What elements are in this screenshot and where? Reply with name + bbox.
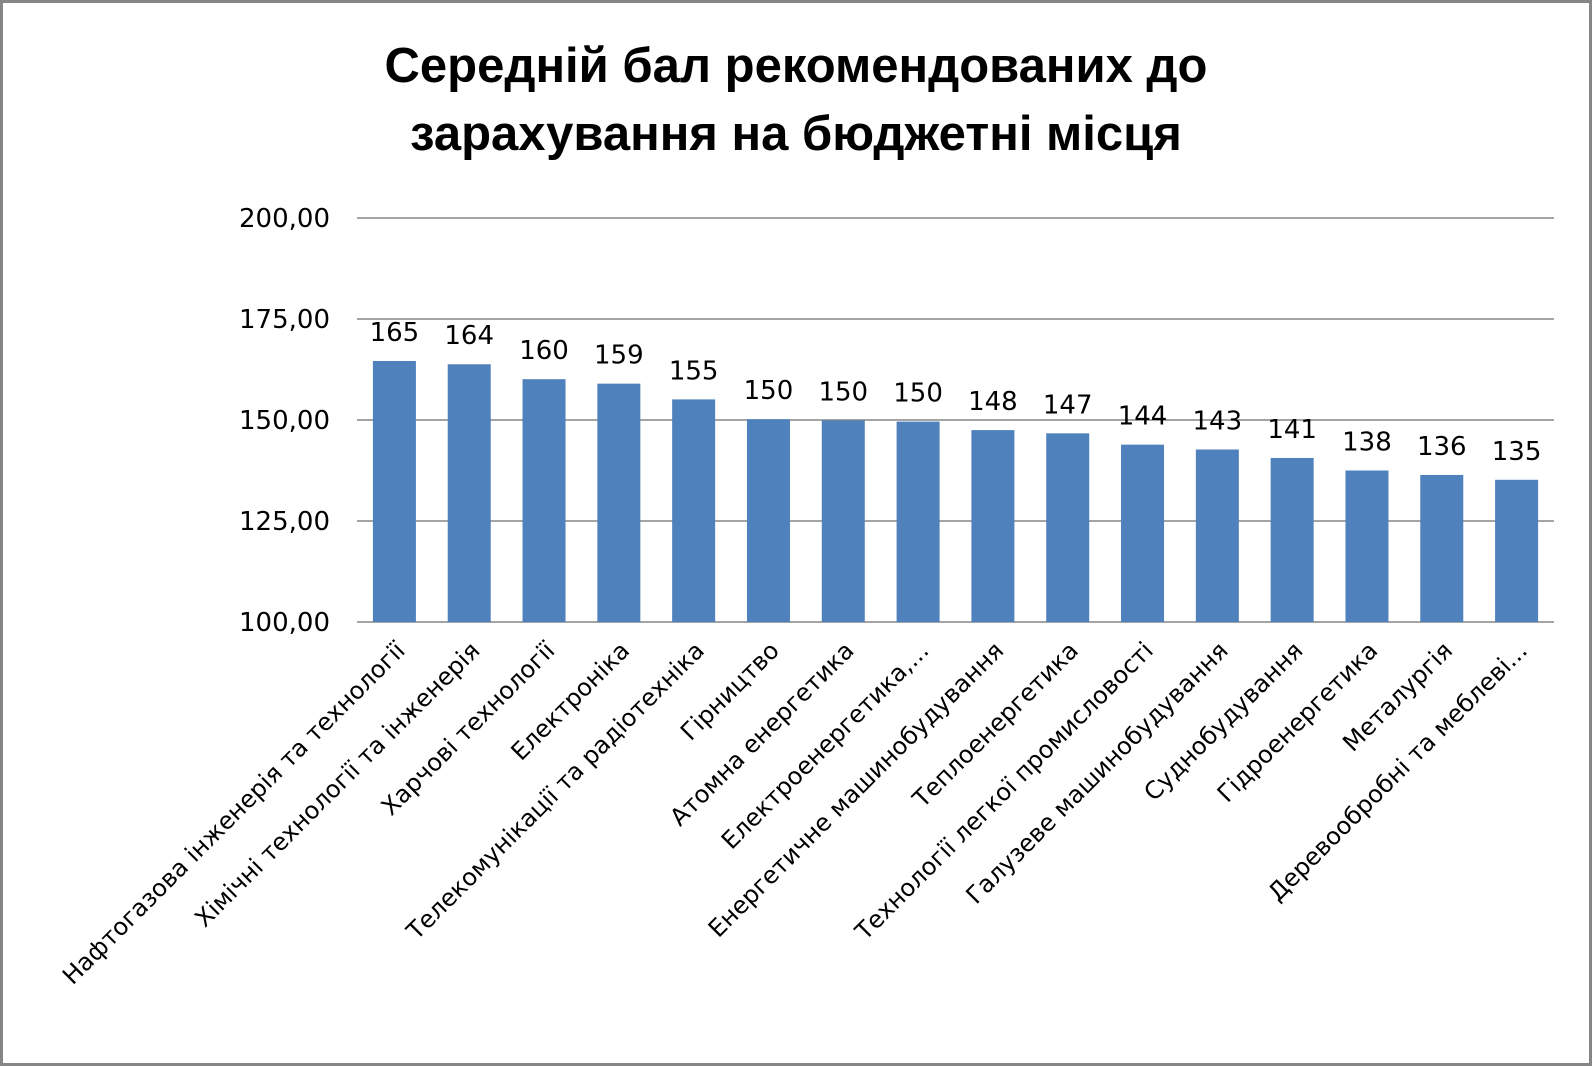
data-label: 150 <box>744 376 794 406</box>
data-label: 144 <box>1118 402 1168 432</box>
data-label: 164 <box>444 321 494 351</box>
bar <box>372 361 416 622</box>
chart-title-line-2: зарахування на бюджетні місця <box>410 107 1182 161</box>
y-tick-label: 125,00 <box>239 507 330 537</box>
data-labels: 165 164 160 159 155 150 150 150 148 147 144 143 141 1… <box>370 318 1542 467</box>
data-label: 143 <box>1193 406 1243 436</box>
bar <box>821 420 865 622</box>
bar <box>672 399 716 622</box>
y-tick-label: 150,00 <box>239 406 330 436</box>
y-tick-label: 200,00 <box>239 204 330 234</box>
bar <box>1270 457 1314 622</box>
data-label: 141 <box>1267 415 1317 445</box>
data-label: 135 <box>1492 437 1542 467</box>
y-tick-label: 175,00 <box>239 305 330 335</box>
bars <box>372 361 1539 622</box>
data-label: 138 <box>1342 428 1392 458</box>
x-axis-category-labels: Нафтогазова інженерія та технологіїХіміч… <box>57 636 1533 990</box>
chart-title: Середній бал рекомендованих до зарахуван… <box>0 32 1592 168</box>
data-label: 150 <box>893 379 943 409</box>
bar <box>1495 479 1539 622</box>
data-label: 150 <box>818 377 868 407</box>
x-category-label: Нафтогазова інженерія та технології <box>57 636 411 990</box>
bar <box>447 364 491 622</box>
bar <box>746 419 790 622</box>
data-label: 148 <box>968 387 1018 417</box>
data-label: 155 <box>669 356 719 386</box>
bar <box>597 383 641 622</box>
data-label: 159 <box>594 341 644 371</box>
data-label: 160 <box>519 336 569 366</box>
bar <box>1046 433 1090 622</box>
bar <box>522 379 566 622</box>
bar <box>1195 449 1239 622</box>
bar <box>1345 470 1389 622</box>
y-axis-tick-labels: 100,00 125,00 150,00 175,00 200,00 <box>239 204 330 638</box>
bar <box>971 430 1015 622</box>
bar <box>1121 444 1165 622</box>
data-label: 165 <box>370 318 420 348</box>
chart-title-line-1: Середній бал рекомендованих до <box>384 39 1208 93</box>
bar <box>896 421 940 622</box>
bar <box>1420 474 1464 622</box>
data-label: 147 <box>1043 390 1093 420</box>
y-tick-label: 100,00 <box>239 608 330 638</box>
data-label: 136 <box>1417 432 1467 462</box>
